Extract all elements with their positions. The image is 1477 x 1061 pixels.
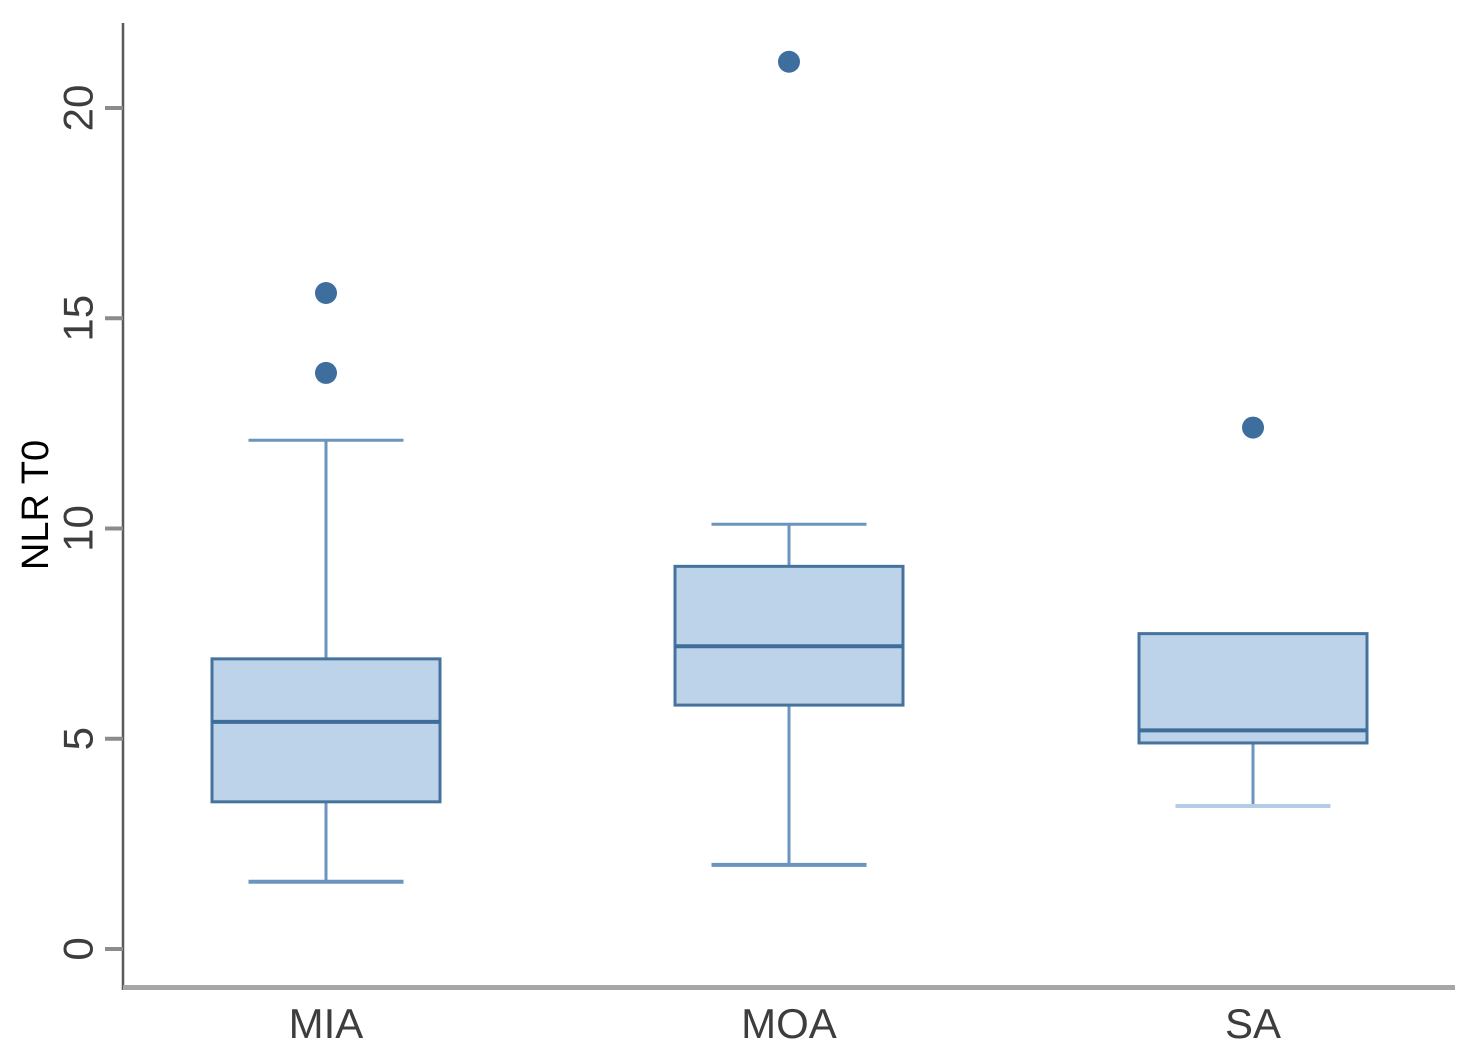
box-moa <box>673 564 905 707</box>
y-axis-title: NLR T0 <box>15 440 57 570</box>
y-tick-label: 15 <box>55 295 102 342</box>
x-category-label-sa: SA <box>1225 1000 1281 1047</box>
outlier-dot-moa <box>778 50 800 73</box>
y-tick-label: 20 <box>55 85 102 132</box>
y-tick-label: 0 <box>55 937 102 960</box>
y-tick-label: 10 <box>55 505 102 552</box>
outlier-dot-mia <box>315 361 337 384</box>
outlier-dot-mia <box>315 282 337 305</box>
box-mia <box>210 657 442 804</box>
chart-marks: 0 5 10 15 20 MIA MOA SA <box>55 23 1455 1047</box>
box-sa <box>1137 632 1369 745</box>
x-category-label-mia: MIA <box>289 1000 364 1047</box>
x-category-label-moa: MOA <box>741 1000 837 1047</box>
outlier-dot-sa <box>1242 416 1264 439</box>
y-tick-label: 5 <box>55 727 102 750</box>
